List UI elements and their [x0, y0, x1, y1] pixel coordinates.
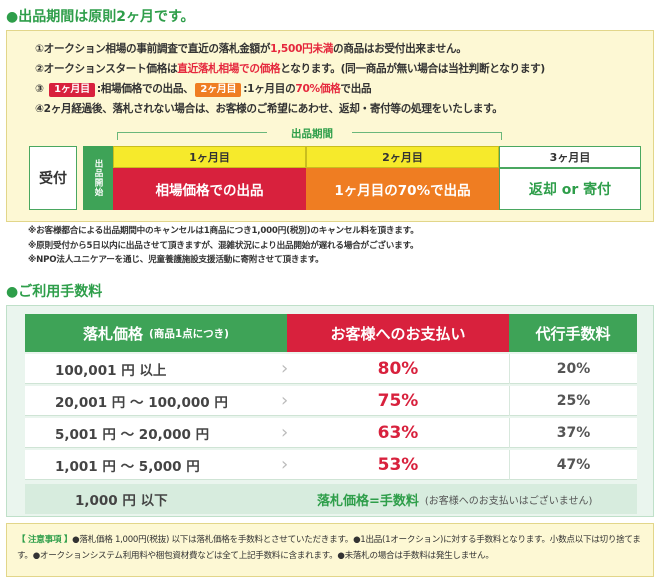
fee-rate: 47%: [509, 450, 637, 480]
header-winning-price-sub: (商品1点につき): [149, 327, 229, 340]
price-range: 5,001 円 ～ 20,000 円: [55, 427, 210, 443]
rule-1: ①オークション相場の事前調査で直近の落札金額が1,500円未満の商品はお受付出来…: [35, 41, 467, 56]
rule-2: ②オークションスタート価格は直近落札相場での価格となります。(同一商品が無い場合…: [35, 61, 545, 76]
rule-2-text: ②オークションスタート価格は: [35, 63, 178, 75]
note-item: ※お客様都合による出品期間中のキャンセルは1商品につき1,000円(税別)のキャ…: [28, 226, 419, 236]
month2-badge: 2ヶ月目: [195, 83, 242, 97]
table-row: 20,001 円 ～ 100,000 円 › 75% 25%: [25, 386, 637, 416]
rule-3: ③ 1ヶ月目:相場価格での出品、 2ヶ月目:1ヶ月目の70%価格で出品: [35, 81, 372, 97]
payout-rate: 53%: [377, 455, 419, 475]
rule-3-number: ③: [35, 83, 44, 95]
minimum-fee-note: 落札価格=手数料 (お客様へのお支払いはございません): [287, 484, 637, 514]
chevron-right-icon: ›: [281, 390, 289, 411]
table-row: 100,001 円 以上 › 80% 20%: [25, 354, 637, 384]
fee-rate: 25%: [509, 386, 637, 416]
header-agency-fee: 代行手数料: [509, 314, 637, 352]
rule-2-highlight: 直近落札相場での価格: [177, 63, 281, 75]
timeline-listing-start: 出品開始: [83, 146, 113, 210]
timeline-month2-header: 2ヶ月目: [306, 146, 499, 168]
rule-1-text: ①オークション相場の事前調査で直近の落札金額が: [35, 43, 271, 55]
rule-4: ④2ヶ月経過後、落札されない場合は、お客様のご希望にあわせ、返却・寄付等の処理を…: [35, 103, 503, 115]
timeline-month2-action: 1ヶ月目の70%で出品: [306, 168, 499, 210]
minimum-fee-label: 落札価格=手数料: [317, 493, 419, 509]
timeline-month3-action: 返却 or 寄付: [499, 168, 641, 210]
timeline-reception: 受付: [29, 146, 77, 210]
payout-rate: 63%: [377, 423, 419, 443]
listing-notes: ※お客様都合による出品期間中のキャンセルは1商品につき1,000円(税別)のキャ…: [6, 224, 654, 270]
fee-rate: 20%: [509, 354, 637, 384]
fee-table-header: 落札価格 (商品1点につき) お客様へのお支払い 代行手数料: [25, 314, 637, 352]
listing-period-bracket: 出品期間: [7, 126, 655, 140]
timeline-month1-header: 1ヶ月目: [113, 146, 306, 168]
table-row: 1,001 円 ～ 5,000 円 › 53% 47%: [25, 450, 637, 480]
rule-1-text-end: の商品はお受付出来ません。: [333, 43, 467, 55]
payout-rate: 75%: [377, 391, 419, 411]
rule-3-text-end: で出品: [340, 83, 372, 95]
section-title-fees: ●ご利用手数料: [6, 284, 103, 300]
chevron-right-icon: ›: [281, 454, 289, 475]
note-item: ※NPO法人ユニケアーを通じ、児童養護施設支援活動に寄附させて頂きます。: [28, 255, 324, 265]
bracket-line-right: [352, 132, 502, 140]
rule-3-text: :相場価格での出品、: [96, 83, 194, 95]
header-winning-price-label: 落札価格: [83, 324, 144, 343]
fee-rate: 37%: [509, 418, 637, 448]
listing-rules-panel: ①オークション相場の事前調査で直近の落札金額が1,500円未満の商品はお受付出来…: [6, 30, 654, 222]
fee-table-panel: 落札価格 (商品1点につき) お客様へのお支払い 代行手数料 100,001 円 …: [6, 305, 654, 517]
listing-period-label: 出品期間: [291, 128, 333, 140]
bracket-line-left: [117, 132, 267, 140]
minimum-fee-sub: (お客様へのお支払いはございません): [424, 495, 593, 507]
rule-3-highlight: 70%価格: [295, 83, 341, 95]
payout-rate: 80%: [377, 359, 419, 379]
rule-2-text-end: となります。(同一商品が無い場合は当社判断となります): [280, 63, 545, 75]
rule-3-text-b: :1ヶ月目の: [243, 83, 296, 95]
chevron-right-icon: ›: [281, 422, 289, 443]
price-range: 100,001 円 以上: [55, 363, 167, 379]
price-range: 1,001 円 ～ 5,000 円: [55, 459, 200, 475]
month1-badge: 1ヶ月目: [49, 83, 95, 97]
header-winning-price: 落札価格 (商品1点につき): [25, 314, 287, 352]
section-title-listing-period: ●出品期間は原則2ヶ月です。: [6, 9, 195, 25]
timeline-month3-header: 3ヶ月目: [499, 146, 641, 168]
chevron-right-icon: ›: [281, 358, 289, 379]
price-range: 20,001 円 ～ 100,000 円: [55, 395, 228, 411]
caution-text: ●落札価格 1,000円(税抜) 以下は落札価格を手数料とさせていただきます。●…: [17, 535, 641, 561]
caution-tag: 【 注意事項 】: [17, 535, 73, 545]
table-row-minimum: 1,000 円 以下 落札価格=手数料 (お客様へのお支払いはございません): [25, 484, 637, 514]
caution-notes: 【 注意事項 】●落札価格 1,000円(税抜) 以下は落札価格を手数料とさせて…: [6, 523, 654, 577]
table-row: 5,001 円 ～ 20,000 円 › 63% 37%: [25, 418, 637, 448]
price-range-minimum: 1,000 円 以下: [75, 493, 168, 509]
timeline-month1-action: 相場価格での出品: [113, 168, 306, 210]
rule-1-highlight: 1,500円未満: [270, 43, 334, 55]
listing-timeline: 受付 出品開始 1ヶ月目 2ヶ月目 3ヶ月目 相場価格での出品 1ヶ月目の70%…: [29, 146, 641, 210]
header-customer-payout: お客様へのお支払い: [287, 314, 509, 352]
note-item: ※原則受付から5日以内に出品させて頂きますが、混雑状況により出品開始が遅れる場合…: [28, 240, 419, 251]
